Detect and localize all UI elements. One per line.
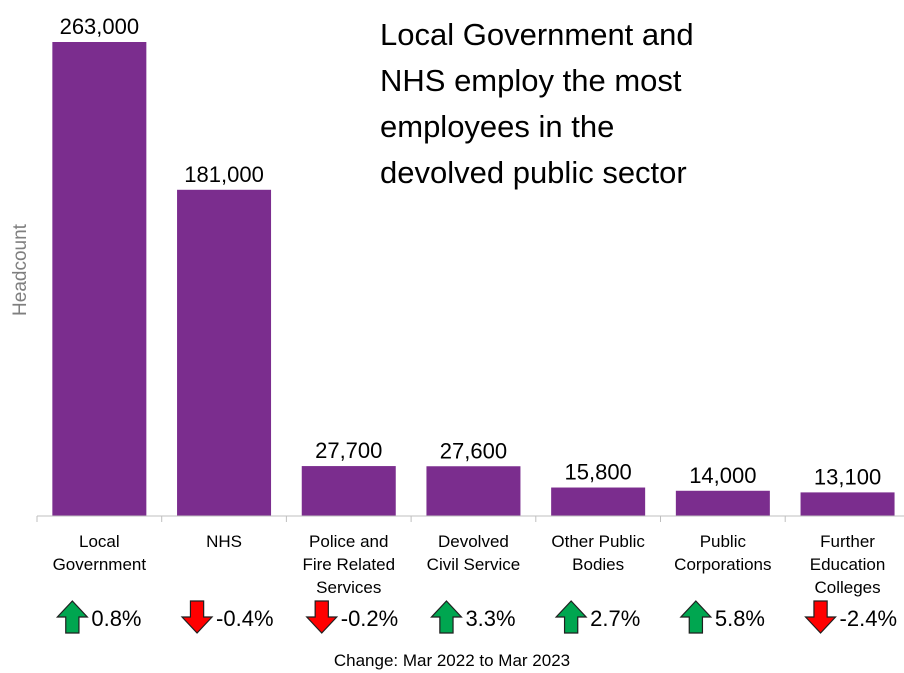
arrow-up-icon	[55, 600, 89, 634]
change-value: 3.3%	[465, 606, 515, 631]
category-label: Colleges	[814, 578, 880, 597]
category-label: Local	[79, 532, 120, 551]
change-value: 5.8%	[715, 606, 765, 631]
data-label: 14,000	[689, 463, 756, 488]
category-label: Services	[316, 578, 381, 597]
arrow-up-icon	[679, 600, 713, 634]
bar	[177, 189, 272, 516]
x-axis-ticks	[36, 516, 786, 522]
change-value: -2.4%	[840, 606, 897, 631]
change-value: -0.4%	[216, 606, 273, 631]
change-item: -2.4%	[804, 600, 897, 634]
title-line-4: devolved public sector	[380, 155, 687, 190]
category-labels: Local Government NHS Police and Fire Related…	[53, 532, 886, 597]
change-item: 3.3%	[430, 600, 516, 634]
change-value: 2.7%	[590, 606, 640, 631]
y-axis-label: Headcount	[10, 223, 31, 316]
category-label: Police and	[309, 532, 388, 551]
bar	[301, 466, 396, 516]
data-label: 13,100	[814, 464, 881, 489]
title-line-2: NHS employ the most	[380, 63, 682, 98]
title-line-1: Local Government and	[380, 17, 694, 52]
category-label: Further	[820, 532, 875, 551]
change-value: -0.2%	[341, 606, 398, 631]
category-label: Public	[700, 532, 747, 551]
chart-title: Local Government and NHS employ the most…	[380, 12, 800, 196]
arrow-down-icon	[305, 600, 339, 634]
change-item: 2.7%	[554, 600, 640, 634]
arrow-up-icon	[430, 600, 463, 634]
data-label: 181,000	[184, 162, 264, 187]
arrow-up-icon	[554, 600, 588, 634]
data-label: 263,000	[60, 14, 140, 39]
category-label: Devolved	[438, 532, 509, 551]
category-label: Civil Service	[427, 555, 521, 574]
arrow-down-icon	[804, 600, 837, 634]
change-item: 5.8%	[679, 600, 765, 634]
bar	[800, 492, 895, 516]
change-item: 0.8%	[55, 600, 142, 634]
change-indicators: 0.8% -0.4% -0.2% 3.3% 2.7% 5.8% -2.4%	[55, 600, 897, 634]
category-label: Bodies	[572, 555, 624, 574]
category-label: Other Public	[551, 532, 645, 551]
change-item: -0.2%	[305, 600, 398, 634]
bar	[675, 490, 770, 516]
data-label: 27,700	[315, 438, 382, 463]
category-label: Education	[810, 555, 886, 574]
change-value: 0.8%	[91, 606, 141, 631]
title-line-3: employees in the	[380, 109, 615, 144]
category-label: Corporations	[674, 555, 771, 574]
bars-group: 263,000 181,000 27,700 27,600 15,800 14,000 13…	[52, 14, 895, 516]
change-item: -0.4%	[180, 600, 274, 634]
bar	[551, 487, 646, 516]
change-note: Change: Mar 2022 to Mar 2023	[334, 651, 570, 670]
arrow-down-icon	[180, 600, 214, 634]
category-label: NHS	[206, 532, 242, 551]
category-label: Fire Related	[302, 555, 395, 574]
data-label: 15,800	[565, 460, 632, 485]
category-label: Government	[53, 555, 147, 574]
bar	[426, 466, 521, 516]
data-label: 27,600	[440, 438, 507, 463]
bar	[52, 42, 147, 516]
